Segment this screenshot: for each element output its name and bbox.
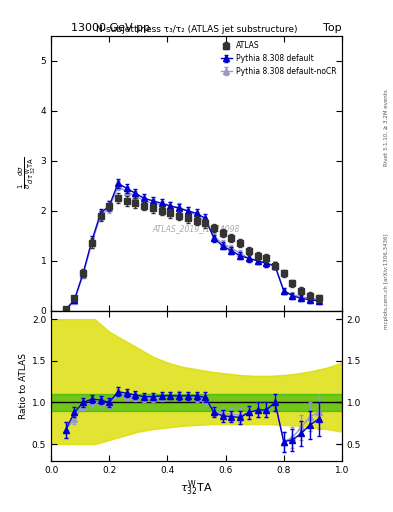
Text: 13000 GeV pp: 13000 GeV pp — [71, 23, 150, 33]
Legend: ATLAS, Pythia 8.308 default, Pythia 8.308 default-noCR: ATLAS, Pythia 8.308 default, Pythia 8.30… — [218, 38, 340, 79]
X-axis label: $\tau_{32}^{\mathregular{W}}\mathrm{TA}$: $\tau_{32}^{\mathregular{W}}\mathrm{TA}$ — [180, 479, 213, 498]
Title: N-subjettiness τ₃/τ₂ (ATLAS jet substructure): N-subjettiness τ₃/τ₂ (ATLAS jet substruc… — [96, 25, 297, 34]
Y-axis label: Ratio to ATLAS: Ratio to ATLAS — [19, 353, 28, 419]
Text: ATLAS_2019_I1724098: ATLAS_2019_I1724098 — [153, 224, 240, 233]
Text: mcplots.cern.ch [arXiv:1306.3436]: mcplots.cern.ch [arXiv:1306.3436] — [384, 234, 389, 329]
Text: Top: Top — [323, 23, 342, 33]
Text: Rivet 3.1.10, ≥ 3.2M events: Rivet 3.1.10, ≥ 3.2M events — [384, 90, 389, 166]
Y-axis label: $\frac{1}{\sigma}\frac{d\sigma}{d\,\tau_{32}^{\mathregular{W}}\mathrm{TA}}$: $\frac{1}{\sigma}\frac{d\sigma}{d\,\tau_… — [16, 157, 38, 189]
